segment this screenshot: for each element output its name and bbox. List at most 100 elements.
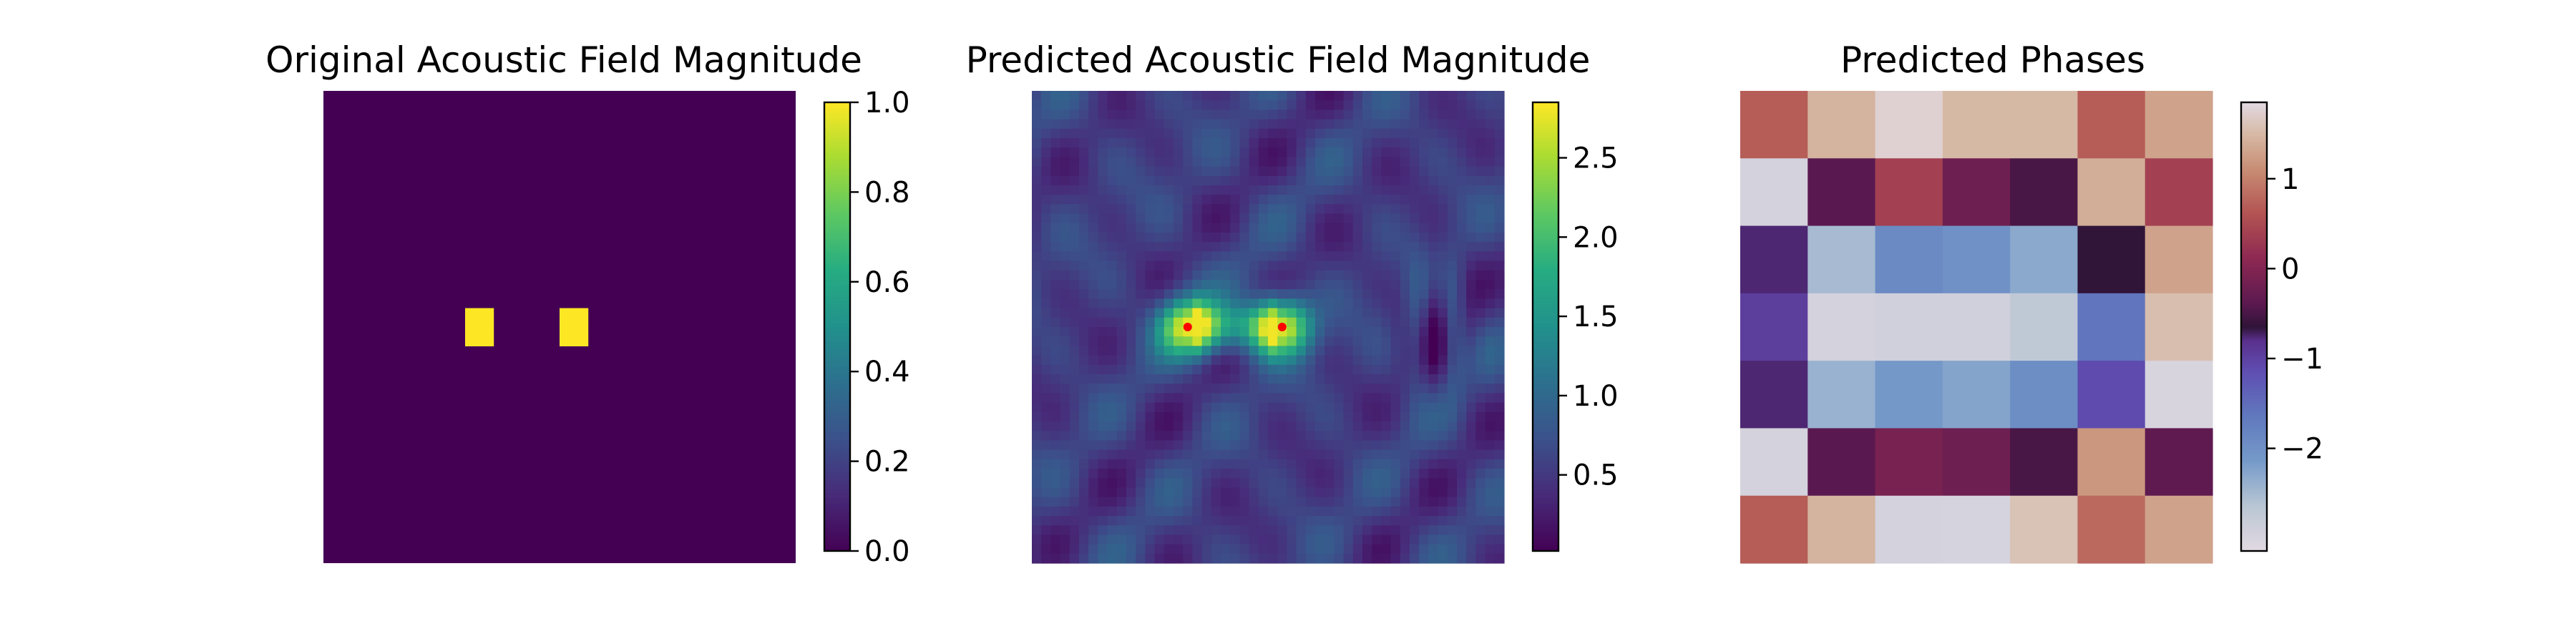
- heatmap-cell: [1079, 138, 1089, 148]
- colorbar-swatch: [824, 315, 850, 318]
- colorbar-swatch: [1533, 297, 1558, 301]
- heatmap-cell: [1419, 251, 1429, 262]
- heatmap-cell: [1390, 516, 1401, 526]
- colorbar-swatch: [824, 502, 850, 504]
- heatmap-cell: [1447, 298, 1458, 309]
- heatmap-cell: [1126, 449, 1136, 460]
- heatmap-cell: [1400, 242, 1410, 252]
- colorbar-swatch: [1533, 255, 1558, 258]
- heatmap-cell: [1277, 393, 1287, 404]
- heatmap-cell: [1438, 147, 1448, 157]
- heatmap-cell: [1126, 138, 1136, 148]
- heatmap-cell: [1163, 421, 1174, 431]
- heatmap-cell: [1163, 195, 1174, 205]
- heatmap-cell: [1428, 91, 1439, 101]
- colorbar-swatch: [824, 187, 850, 190]
- heatmap-cell: [1457, 525, 1467, 535]
- heatmap-cell: [1192, 440, 1203, 451]
- heatmap-cell: [1485, 185, 1496, 195]
- heatmap-cell: [1343, 308, 1354, 318]
- colorbar-swatch: [1533, 320, 1558, 323]
- heatmap-cell: [1438, 355, 1448, 366]
- heatmap-cell: [1145, 91, 1156, 101]
- heatmap-cell: [1362, 497, 1372, 507]
- heatmap-cell: [1268, 109, 1278, 120]
- heatmap-cell: [1419, 233, 1429, 243]
- heatmap-cell: [1107, 195, 1118, 205]
- heatmap-cell: [1221, 251, 1231, 262]
- heatmap-cell: [1438, 242, 1448, 252]
- heatmap-cell: [1098, 402, 1108, 413]
- heatmap-cell: [1428, 223, 1439, 233]
- heatmap-cell: [1305, 185, 1316, 195]
- heatmap-cell: [1107, 553, 1118, 564]
- panel-predicted-phases: Predicted Phases −2−101: [1740, 39, 2323, 564]
- heatmap-cell: [1475, 411, 1486, 422]
- heatmap-cell: [1485, 251, 1496, 262]
- heatmap-cell: [1163, 516, 1174, 526]
- colorbar-swatch: [1533, 338, 1558, 341]
- heatmap-cell: [1116, 195, 1127, 205]
- heatmap-cell: [1126, 516, 1136, 526]
- heatmap-cell: [1475, 431, 1486, 441]
- heatmap-cell: [1116, 204, 1127, 215]
- colorbar-swatch: [1533, 524, 1558, 527]
- heatmap-cell: [1324, 280, 1335, 290]
- heatmap-cell: [1362, 251, 1372, 262]
- heatmap-cell: [1230, 506, 1240, 517]
- heatmap-cell: [1050, 411, 1061, 422]
- colorbar-swatch: [824, 120, 850, 123]
- colorbar-swatch: [1533, 232, 1558, 235]
- phase-cell: [1875, 293, 1943, 361]
- heatmap-cell: [1183, 535, 1193, 545]
- heatmap-cell: [1296, 411, 1307, 422]
- heatmap-cell: [1069, 487, 1080, 498]
- heatmap-cell: [1410, 355, 1420, 366]
- heatmap-cell: [1126, 469, 1136, 479]
- heatmap-cell: [1201, 138, 1212, 148]
- colorbar-swatch: [2241, 149, 2267, 152]
- heatmap-cell: [1447, 431, 1458, 441]
- heatmap-cell: [1041, 308, 1051, 318]
- heatmap-cell: [1098, 157, 1108, 167]
- heatmap-cell: [1466, 355, 1476, 366]
- heatmap-cell: [1050, 128, 1061, 139]
- heatmap-cell: [1032, 195, 1042, 205]
- heatmap-cell: [1475, 289, 1486, 299]
- heatmap-cell: [1060, 280, 1070, 290]
- heatmap-cell: [1277, 516, 1287, 526]
- heatmap-cell: [1249, 289, 1259, 299]
- heatmap-cell: [1400, 384, 1410, 394]
- heatmap-cell: [1305, 175, 1316, 186]
- heatmap-cell: [1343, 213, 1354, 224]
- heatmap-cell: [1324, 185, 1335, 195]
- colorbar-swatch: [824, 358, 850, 361]
- heatmap-cell: [1201, 497, 1212, 507]
- heatmap-cell: [1192, 185, 1203, 195]
- heatmap-cell: [1447, 516, 1458, 526]
- heatmap-cell: [1201, 157, 1212, 167]
- heatmap-cell: [1154, 459, 1165, 469]
- colorbar-swatch: [1533, 288, 1558, 291]
- heatmap-cell: [1050, 431, 1061, 441]
- heatmap-cell: [1410, 175, 1420, 186]
- heatmap-cell: [1154, 138, 1165, 148]
- heatmap-cell: [1457, 553, 1467, 564]
- colorbar-swatch: [2241, 228, 2267, 231]
- heatmap-cell: [1239, 411, 1250, 422]
- heatmap-cell: [1381, 100, 1392, 110]
- colorbar-swatch: [1533, 353, 1558, 356]
- colorbar-swatch: [824, 364, 850, 368]
- heatmap-cell: [1201, 242, 1212, 252]
- heatmap-cell: [1390, 204, 1401, 215]
- colorbar-swatch: [2241, 299, 2267, 303]
- colorbar-swatch: [824, 212, 850, 215]
- heatmap-cell: [1230, 147, 1240, 157]
- colorbar-tick-label: 2.0: [1573, 221, 1619, 254]
- heatmap-cell: [1419, 553, 1429, 564]
- heatmap-cell: [1221, 223, 1231, 233]
- heatmap-cell: [1372, 213, 1382, 224]
- heatmap-cell: [1145, 346, 1156, 356]
- heatmap-cell: [1457, 535, 1467, 545]
- colorbar-swatch: [1533, 295, 1558, 298]
